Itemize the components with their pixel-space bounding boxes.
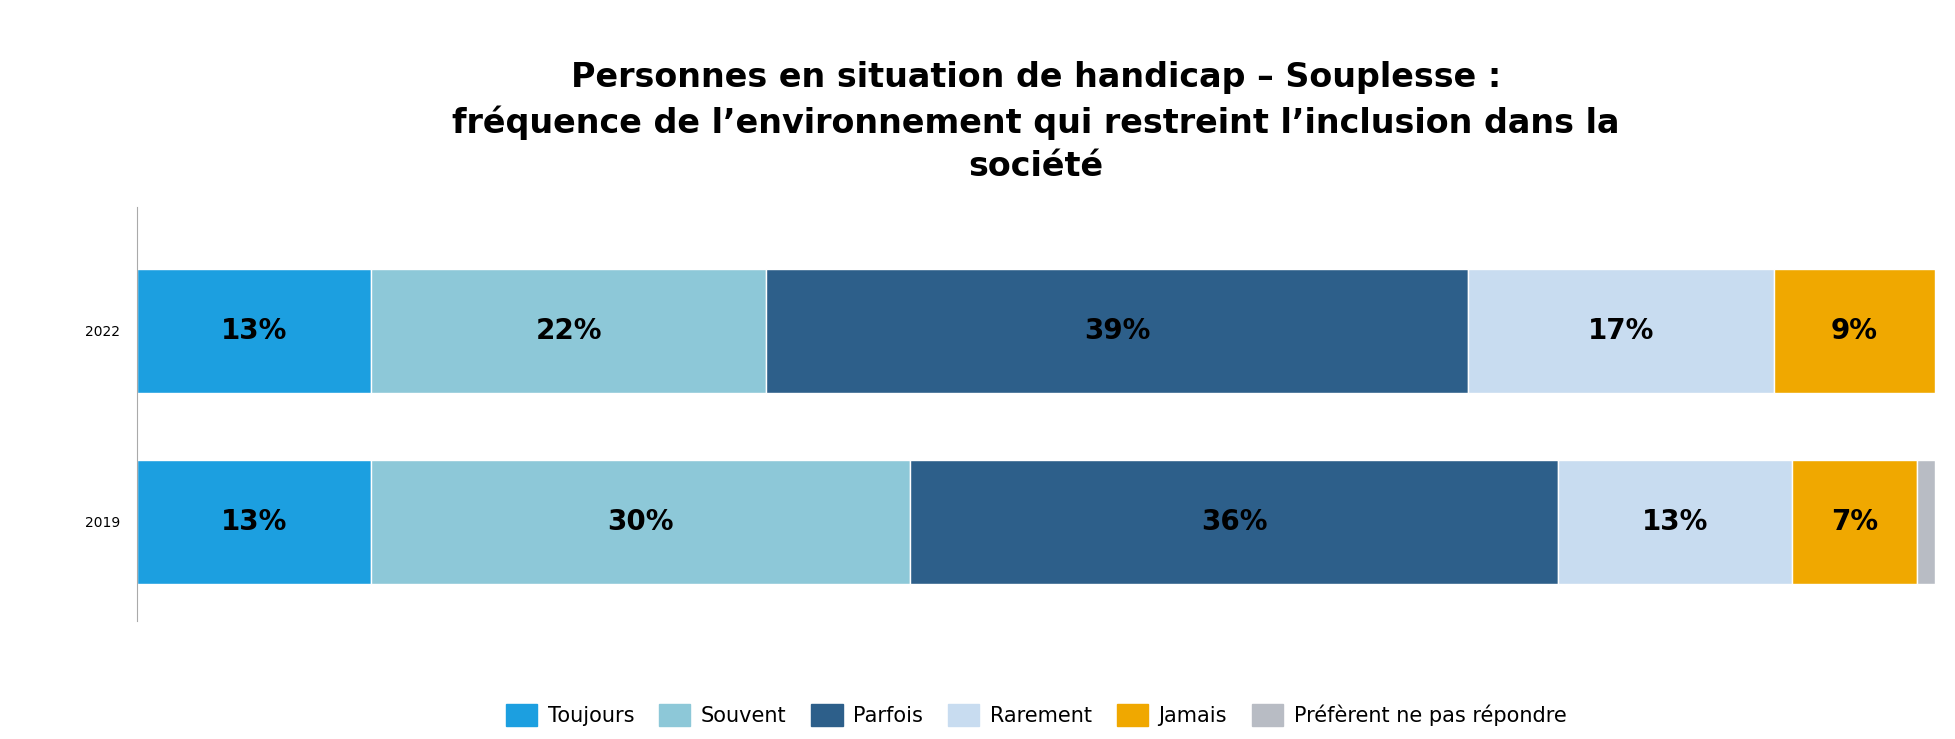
Text: 7%: 7% xyxy=(1832,508,1879,536)
Text: 13%: 13% xyxy=(221,508,287,536)
Bar xyxy=(137,460,371,584)
Bar xyxy=(371,460,911,584)
Legend: Toujours, Souvent, Parfois, Rarement, Jamais, Préfèrent ne pas répondre: Toujours, Souvent, Parfois, Rarement, Ja… xyxy=(499,696,1574,735)
Text: 39%: 39% xyxy=(1083,317,1150,345)
Bar xyxy=(766,269,1468,393)
Text: 13%: 13% xyxy=(1642,508,1709,536)
Bar xyxy=(1558,460,1791,584)
Bar xyxy=(1773,269,1935,393)
Text: 9%: 9% xyxy=(1832,317,1879,345)
Title: Personnes en situation de handicap – Souplesse :
fréquence de l’environnement qu: Personnes en situation de handicap – Sou… xyxy=(452,61,1621,183)
Text: 30%: 30% xyxy=(608,508,674,536)
Bar xyxy=(1918,460,1935,584)
Text: 17%: 17% xyxy=(1587,317,1654,345)
Bar xyxy=(137,269,371,393)
Bar xyxy=(1468,269,1773,393)
Text: 13%: 13% xyxy=(221,317,287,345)
Bar xyxy=(911,460,1558,584)
Text: 22%: 22% xyxy=(536,317,602,345)
Bar xyxy=(371,269,766,393)
Bar xyxy=(1791,460,1918,584)
Text: 36%: 36% xyxy=(1200,508,1267,536)
